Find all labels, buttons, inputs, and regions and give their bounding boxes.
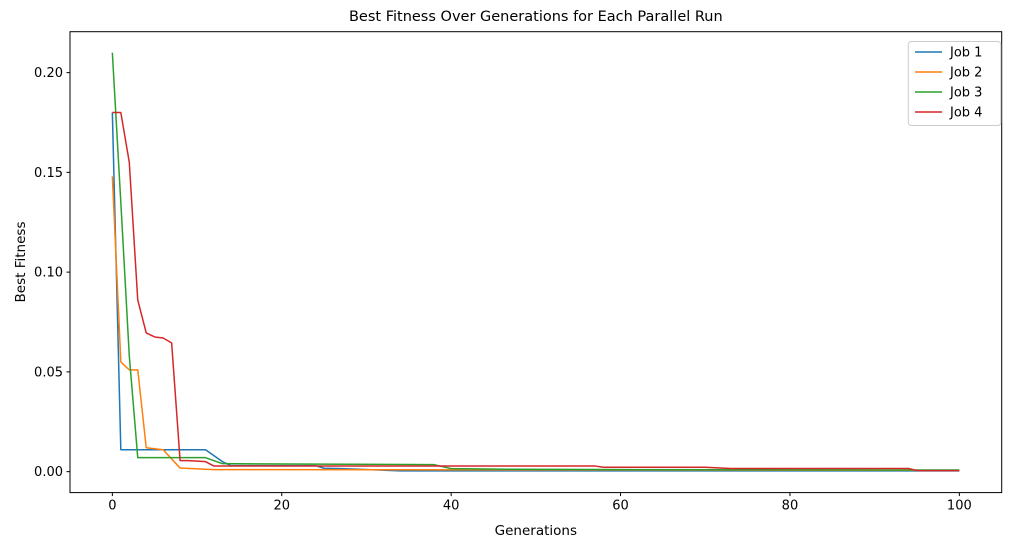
y-axis-label: Best Fitness (13, 222, 29, 303)
x-axis-label: Generations (495, 523, 577, 539)
y-tick-label: 0.00 (34, 465, 63, 480)
chart-title: Best Fitness Over Generations for Each P… (349, 9, 723, 25)
x-tick-label: 80 (782, 499, 799, 514)
legend-label-job-2: Job 2 (949, 66, 982, 81)
legend-label-job-1: Job 1 (949, 46, 982, 61)
y-tick-label: 0.15 (34, 166, 63, 181)
x-tick-label: 40 (443, 499, 460, 514)
plot-lines (111, 52, 960, 472)
series-line-job-1 (111, 112, 960, 472)
series-line-job-4 (112, 111, 960, 472)
y-tick-label: 0.10 (34, 266, 63, 281)
y-tick-label: 0.05 (34, 365, 63, 380)
x-tick-label: 100 (947, 499, 972, 514)
plot-area-spines (69, 31, 1003, 494)
legend-label-job-3: Job 3 (949, 86, 982, 101)
y-tick-label: 0.20 (34, 66, 63, 81)
legend-box (907, 41, 1002, 126)
x-tick-label: 0 (108, 499, 116, 514)
series-line-job-2 (111, 176, 960, 471)
legend-label-job-4: Job 4 (949, 106, 982, 121)
x-axis: 0 20 40 60 80 100 (108, 492, 972, 514)
x-tick-label: 20 (273, 499, 290, 514)
x-tick-label: 60 (612, 499, 629, 514)
legend: Job 1 Job 2 Job 3 Job 4 (907, 41, 1002, 126)
y-axis: 0.00 0.05 0.10 0.15 0.20 (34, 66, 70, 480)
series-line-job-3 (111, 52, 960, 471)
